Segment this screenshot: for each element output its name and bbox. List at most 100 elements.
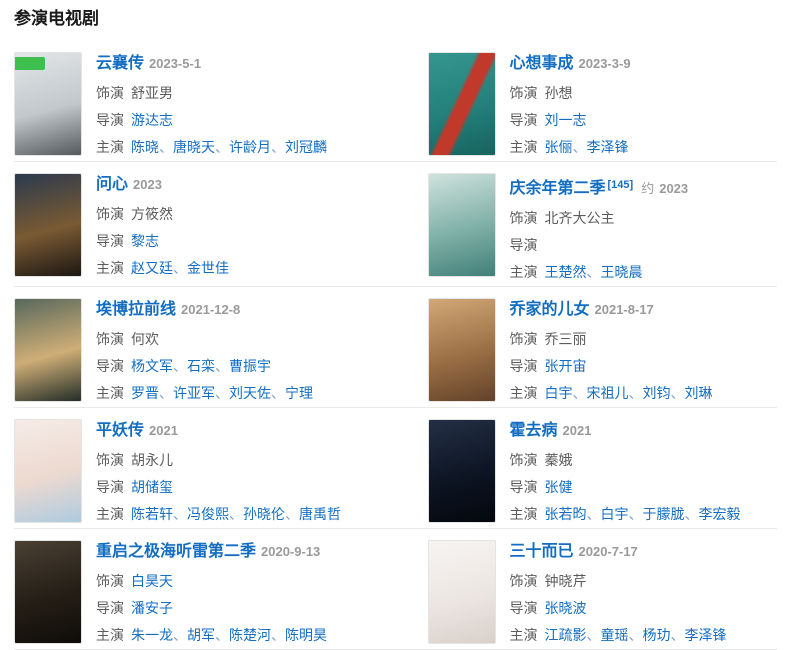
person-link[interactable]: 张俪 — [544, 139, 573, 155]
release-date: 2023 — [659, 181, 689, 196]
director-line: 导演 刘一志 — [510, 107, 631, 134]
entries-grid: 云襄传 2023-5-1 饰演 舒亚男 导演 游达志 主演 陈晓、唐晓天、许龄月、刘冠麟… — [14, 41, 777, 650]
drama-poster-image[interactable] — [427, 419, 496, 523]
name-separator: 、 — [215, 139, 229, 155]
person-link[interactable]: 朱一龙 — [131, 627, 173, 643]
drama-entry: 问心 2023 饰演 方筱然 导演 黎志 主演 赵又廷、金世佳 — [14, 173, 396, 286]
name-separator: 、 — [572, 139, 587, 155]
drama-poster-image[interactable] — [14, 540, 82, 644]
name-separator: 、 — [215, 385, 229, 401]
person-link[interactable]: 罗晋 — [131, 385, 159, 401]
person-link[interactable]: 王楚然 — [544, 264, 587, 280]
person-link[interactable]: 孙晓伦 — [243, 506, 285, 522]
director-names: 胡储玺 — [131, 479, 173, 495]
drama-title-link[interactable]: 霍去病 — [509, 422, 558, 439]
drama-entry: 平妖传 2021 饰演 胡永儿 导演 胡储玺 主演 陈若轩、冯俊熙、孙晓伦、唐禹哲 — [14, 419, 396, 528]
person-link[interactable]: 张晓波 — [544, 600, 587, 616]
role-value: 钟晓芹 — [544, 573, 587, 589]
drama-title-link[interactable]: 乔家的儿女 — [509, 301, 590, 318]
person-link[interactable]: 潘安子 — [131, 600, 173, 616]
person-link[interactable]: 江疏影 — [544, 627, 587, 643]
person-link[interactable]: 宁理 — [285, 385, 313, 401]
person-link[interactable]: 胡军 — [187, 627, 215, 643]
person-link[interactable]: 黎志 — [131, 233, 159, 249]
person-link[interactable]: 张开宙 — [544, 358, 587, 374]
cast-line: 主演 张若昀、白宇、于朦胧、李宏毅 — [510, 501, 741, 528]
person-link[interactable]: 石栾 — [187, 358, 215, 374]
director-label: 导演 — [509, 600, 538, 616]
person-link[interactable]: 胡储玺 — [131, 479, 173, 495]
drama-info: 乔家的儿女 2021-8-17 饰演 乔三丽 导演 张开宙 主演 白宇、宋祖儿、刘钧、刘… — [510, 298, 713, 407]
person-link[interactable]: 童瑶 — [600, 627, 629, 643]
person-link[interactable]: 于朦胧 — [642, 506, 685, 522]
director-names: 刘一志 — [545, 112, 587, 128]
person-link[interactable]: 赵又廷 — [131, 260, 173, 276]
drama-poster-image[interactable] — [14, 52, 82, 156]
drama-poster-image[interactable] — [427, 540, 496, 644]
name-separator: 、 — [159, 385, 173, 401]
person-link[interactable]: 唐禹哲 — [299, 506, 341, 522]
person-link[interactable]: 杨玏 — [642, 627, 671, 643]
person-link[interactable]: 张若昀 — [544, 506, 587, 522]
person-link[interactable]: 王晓晨 — [600, 264, 643, 280]
person-link[interactable]: 白宇 — [544, 385, 573, 401]
person-link[interactable]: 陈若轩 — [131, 506, 173, 522]
person-link[interactable]: 曹振宇 — [229, 358, 271, 374]
drama-poster-image[interactable] — [427, 298, 496, 402]
person-link[interactable]: 唐晓天 — [173, 139, 215, 155]
drama-title-link[interactable]: 心想事成 — [509, 55, 574, 72]
person-link[interactable]: 刘天佐 — [229, 385, 271, 401]
person-link[interactable]: 陈明昊 — [285, 627, 327, 643]
person-link[interactable]: 许亚军 — [173, 385, 215, 401]
person-link[interactable]: 白宇 — [600, 506, 629, 522]
person-link[interactable]: 刘冠麟 — [285, 139, 327, 155]
drama-title-link[interactable]: 三十而已 — [509, 543, 574, 560]
role-value[interactable]: 白昊天 — [131, 573, 173, 589]
cast-line: 主演 朱一龙、胡军、陈楚河、陈明昊 — [96, 622, 327, 649]
drama-title-link[interactable]: 问心 — [96, 176, 129, 193]
role-label: 饰演 — [509, 452, 538, 468]
drama-title-link[interactable]: 庆余年第二季 — [509, 180, 606, 197]
drama-title-link[interactable]: 平妖传 — [96, 422, 145, 439]
person-link[interactable]: 陈晓 — [131, 139, 159, 155]
director-names: 黎志 — [131, 233, 159, 249]
cast-names: 张若昀、白宇、于朦胧、李宏毅 — [545, 506, 741, 522]
release-date: 2021 — [149, 423, 178, 438]
person-link[interactable]: 李泽锋 — [586, 139, 629, 155]
director-label: 导演 — [96, 479, 124, 495]
role-line: 饰演 胡永儿 — [96, 447, 341, 474]
director-line: 导演 胡储玺 — [96, 474, 341, 501]
drama-title-link[interactable]: 云襄传 — [96, 55, 145, 72]
drama-title-link[interactable]: 埃博拉前线 — [96, 301, 177, 318]
person-link[interactable]: 陈楚河 — [229, 627, 271, 643]
role-label: 饰演 — [509, 85, 538, 101]
person-link[interactable]: 许龄月 — [229, 139, 271, 155]
person-link[interactable]: 杨文军 — [131, 358, 173, 374]
person-link[interactable]: 刘钧 — [642, 385, 671, 401]
person-link[interactable]: 张健 — [544, 479, 573, 495]
reference-superscript-link[interactable]: [145] — [607, 179, 634, 191]
role-label: 饰演 — [509, 573, 538, 589]
person-link[interactable]: 金世佳 — [187, 260, 229, 276]
drama-title-link[interactable]: 重启之极海听雷第二季 — [96, 543, 257, 560]
role-label: 饰演 — [96, 452, 124, 468]
role-label: 饰演 — [509, 331, 538, 347]
release-date: 2023 — [133, 177, 162, 192]
person-link[interactable]: 李宏毅 — [698, 506, 741, 522]
person-link[interactable]: 李泽锋 — [684, 627, 727, 643]
person-link[interactable]: 游达志 — [131, 112, 173, 128]
person-link[interactable]: 冯俊熙 — [187, 506, 229, 522]
cast-names: 江疏影、童瑶、杨玏、李泽锋 — [545, 627, 727, 643]
drama-info: 云襄传 2023-5-1 饰演 舒亚男 导演 游达志 主演 陈晓、唐晓天、许龄月、刘冠麟 — [96, 52, 327, 161]
drama-poster-image[interactable] — [14, 298, 82, 402]
drama-poster-image[interactable] — [14, 173, 82, 277]
person-link[interactable]: 宋祖儿 — [586, 385, 629, 401]
title-line: 霍去病 2021 — [510, 421, 741, 441]
drama-poster-image[interactable] — [427, 52, 496, 156]
person-link[interactable]: 刘一志 — [544, 112, 587, 128]
person-link[interactable]: 刘琳 — [684, 385, 713, 401]
drama-poster-image[interactable] — [427, 173, 496, 277]
drama-poster-image[interactable] — [14, 419, 82, 523]
name-separator: 、 — [215, 627, 229, 643]
